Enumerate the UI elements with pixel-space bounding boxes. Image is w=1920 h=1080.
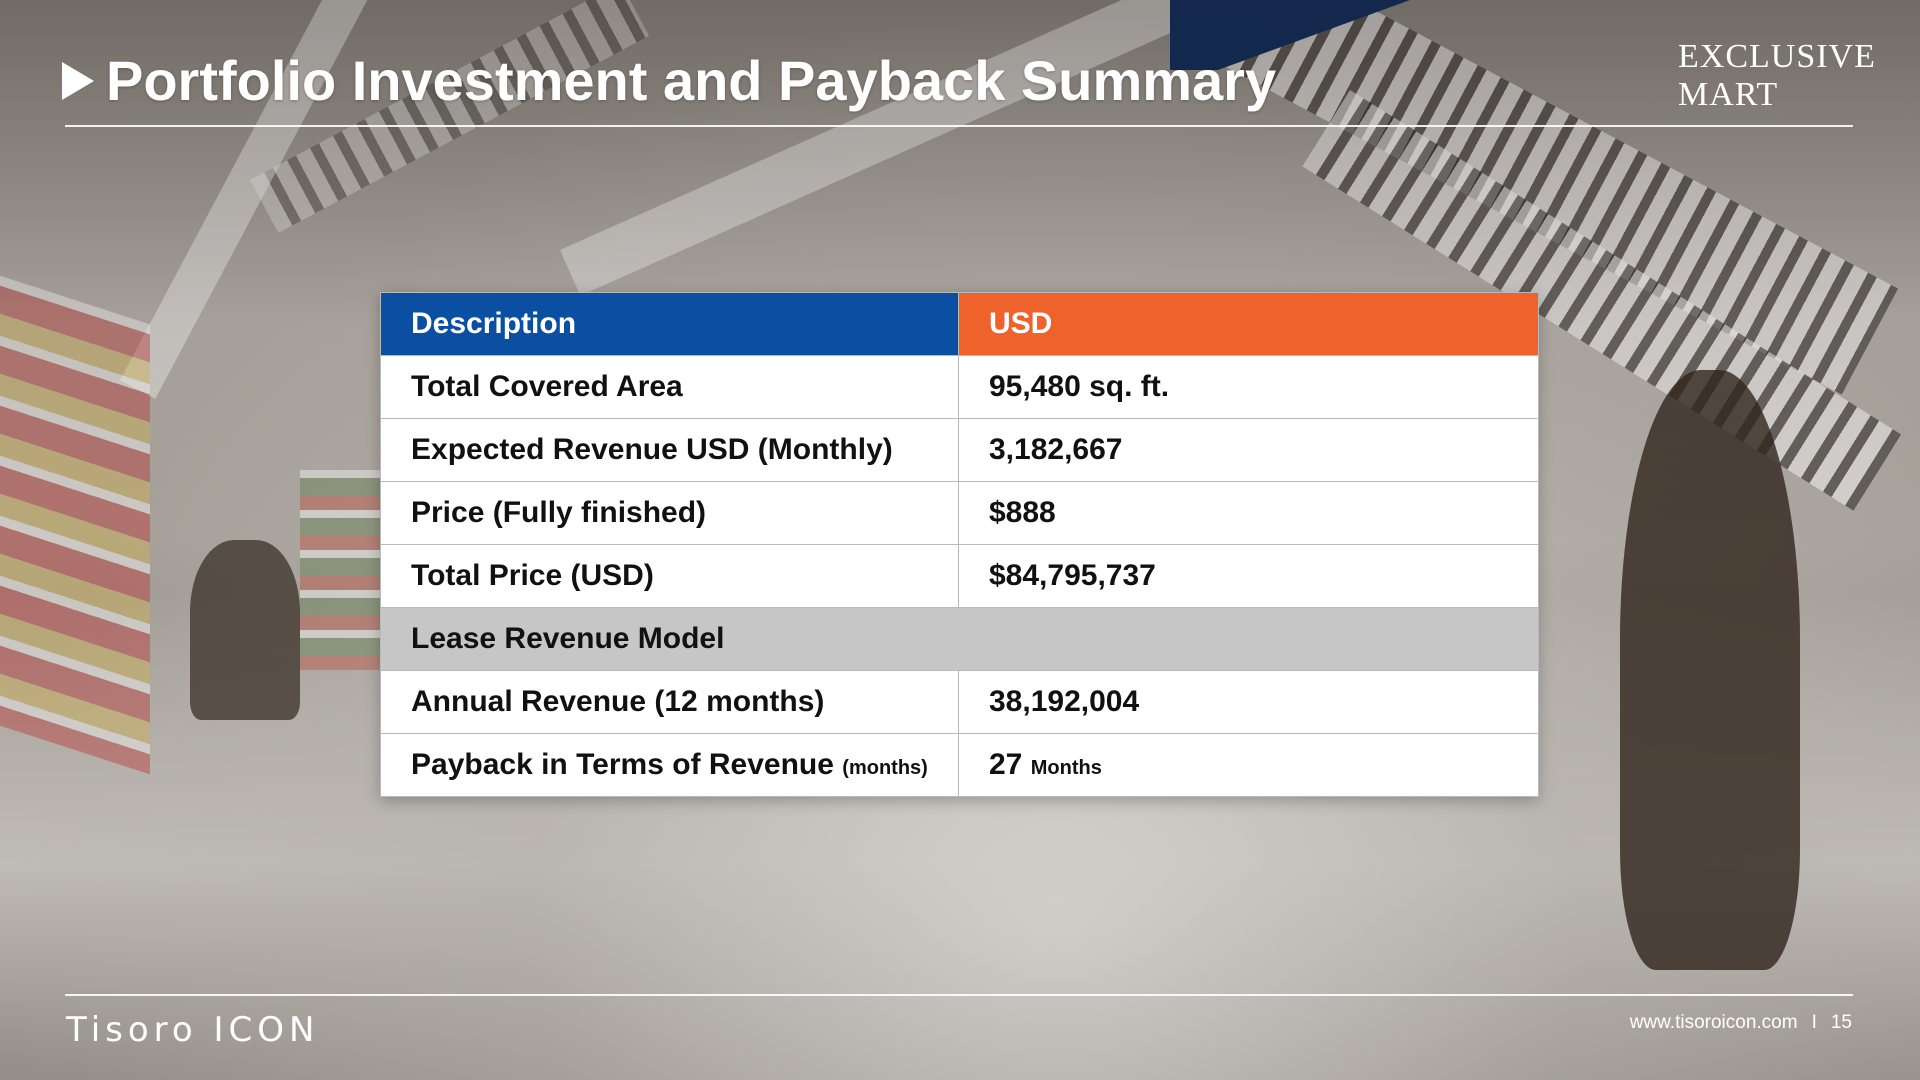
page-number: 15 (1830, 1012, 1852, 1033)
row-label-note: (months) (842, 757, 928, 779)
page-title: Portfolio Investment and Payback Summary (106, 49, 1277, 112)
section-row: Lease Revenue Model (380, 607, 1539, 671)
shelf (300, 470, 380, 670)
footer-separator: I (1811, 1012, 1817, 1033)
section-label: Lease Revenue Model (380, 607, 1539, 671)
shopper-figures (190, 540, 300, 720)
row-label: Expected Revenue USD (Monthly) (380, 418, 959, 482)
row-label: Total Covered Area (380, 355, 959, 419)
title-row: Portfolio Investment and Payback Summary (62, 48, 1276, 113)
row-value: 38,192,004 (958, 670, 1539, 734)
shopper-figure (1620, 370, 1800, 970)
row-label: Annual Revenue (12 months) (380, 670, 959, 734)
divider (65, 125, 1853, 127)
table-row: Price (Fully finished) $888 (380, 481, 1539, 545)
logo-line-2: MART (1678, 76, 1779, 113)
row-value: $84,795,737 (958, 544, 1539, 608)
row-value: 3,182,667 (958, 418, 1539, 482)
row-value-unit: Months (1030, 757, 1102, 779)
row-label-cell: Payback in Terms of Revenue (months) (380, 733, 959, 797)
tisoro-icon-logo: Tisoro ICON (66, 1010, 320, 1050)
row-value-cell: 27 Months (958, 733, 1539, 797)
row-label: Total Price (USD) (380, 544, 959, 608)
table-header-row: Description USD (380, 292, 1539, 356)
column-header-description: Description (380, 292, 959, 356)
footer-info: www.tisoroicon.com I 15 (1630, 1012, 1852, 1034)
row-label: Payback in Terms of Revenue (411, 748, 834, 781)
row-value: 95,480 sq. ft. (958, 355, 1539, 419)
column-header-usd: USD (958, 292, 1539, 356)
footer-divider (65, 994, 1853, 996)
row-value: $888 (958, 481, 1539, 545)
summary-table: Description USD Total Covered Area 95,48… (380, 292, 1539, 797)
table-row: Payback in Terms of Revenue (months) 27 … (380, 733, 1539, 797)
table-row: Total Covered Area 95,480 sq. ft. (380, 355, 1539, 419)
table-row: Annual Revenue (12 months) 38,192,004 (380, 670, 1539, 734)
play-arrow-icon (62, 61, 94, 100)
logo-line-1: EXCLUSIVE (1678, 38, 1876, 75)
row-value: 27 (989, 748, 1023, 781)
website-url: www.tisoroicon.com (1629, 1012, 1798, 1033)
exclusive-mart-logo: EXCLUSIVE MART (1678, 38, 1876, 114)
table-row: Expected Revenue USD (Monthly) 3,182,667 (380, 418, 1539, 482)
table-row: Total Price (USD) $84,795,737 (380, 544, 1539, 608)
row-label: Price (Fully finished) (380, 481, 959, 545)
